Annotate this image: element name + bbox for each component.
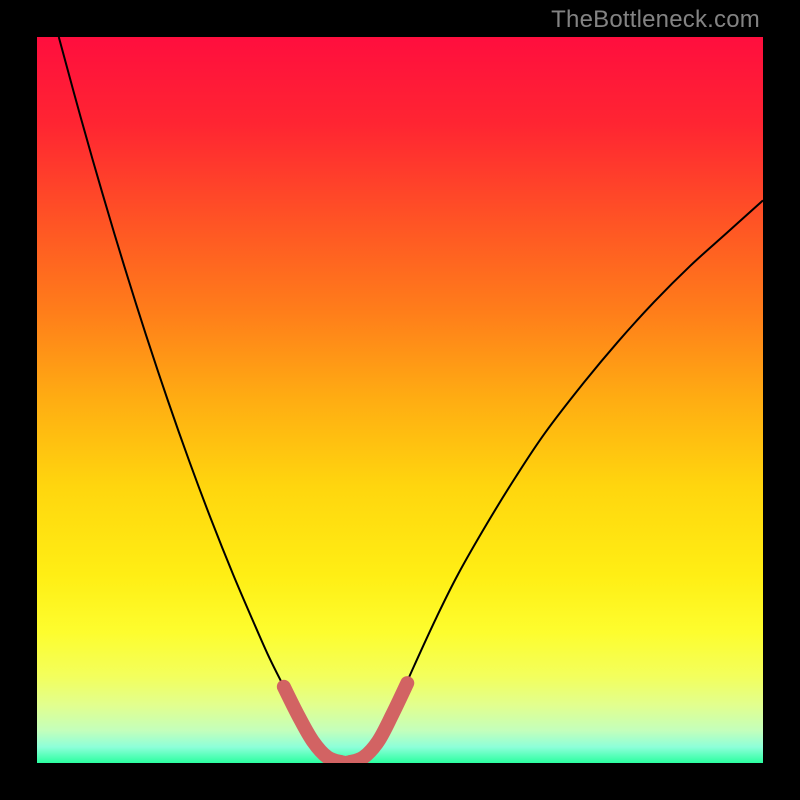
stage: TheBottleneck.com: [0, 0, 800, 800]
gradient-background: [37, 37, 763, 763]
bottleneck-chart: [37, 37, 763, 763]
watermark-text: TheBottleneck.com: [551, 6, 760, 34]
